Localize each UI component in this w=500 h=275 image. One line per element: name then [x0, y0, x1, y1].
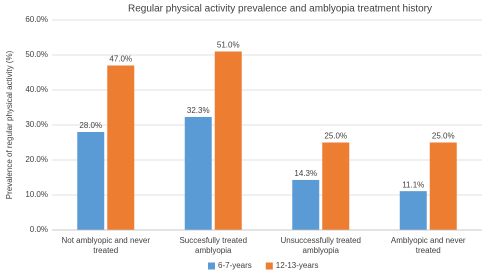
data-label: 47.0%	[109, 55, 132, 64]
y-tick-label: 30.0%	[25, 120, 48, 129]
data-label: 25.0%	[324, 132, 347, 141]
x-tick-label: Amblyopic and never treated	[390, 236, 466, 255]
bar	[77, 132, 105, 230]
data-label: 14.3%	[294, 169, 317, 178]
bar	[214, 51, 242, 230]
y-tick-label: 40.0%	[25, 85, 48, 94]
legend-label: 12-13-years	[276, 261, 319, 270]
legend-swatch	[208, 262, 215, 270]
bar	[322, 142, 350, 230]
bar	[429, 142, 457, 230]
legend-swatch	[265, 262, 273, 270]
legend-label: 6-7-years	[218, 261, 252, 270]
data-label: 28.0%	[79, 121, 102, 130]
chart-title: Regular physical activity prevalence and…	[128, 4, 432, 15]
y-tick-label: 50.0%	[25, 50, 48, 59]
data-label: 11.1%	[402, 180, 424, 189]
x-tick-label: Not amblyopic and never treated	[61, 236, 151, 255]
bar	[292, 179, 320, 230]
y-tick-label: 10.0%	[25, 190, 48, 199]
x-tick-label: Succesfully treated amblyopia	[179, 236, 248, 255]
y-tick-label: 0.0%	[30, 225, 48, 234]
bar	[107, 65, 135, 230]
x-tick-label: Unsuccessfully treated amblyopia	[280, 236, 361, 255]
bar	[399, 191, 427, 230]
data-label: 32.3%	[187, 106, 210, 115]
bar	[184, 116, 212, 230]
data-label: 51.0%	[217, 41, 240, 50]
data-label: 25.0%	[432, 132, 455, 141]
y-tick-label: 60.0%	[25, 15, 48, 24]
y-tick-label: 20.0%	[25, 155, 48, 164]
y-axis-label: Prevalence of regular physical activity …	[5, 50, 14, 199]
